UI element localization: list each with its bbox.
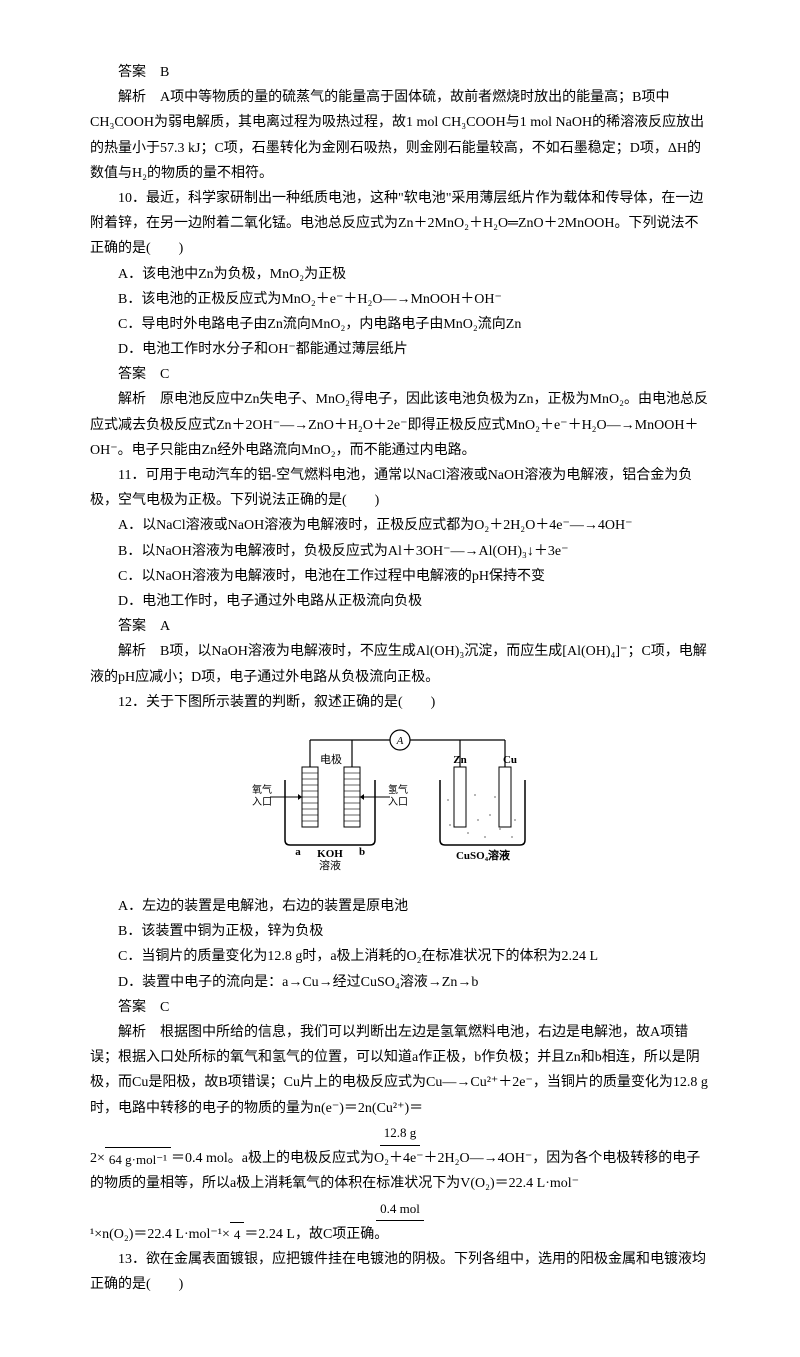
q10-optC: C．导电时外电路电子由Zn流向MnO₂，内电路电子由MnO₂流向Zn xyxy=(90,312,710,337)
svg-text:氢气: 氢气 xyxy=(388,783,408,796)
q12-frac2: 0.4 mol xyxy=(90,1196,710,1221)
q12-optC: C．当铜片的质量变化为12.8 g时，a极上消耗的O₂在标准状况下的体积为2.2… xyxy=(90,944,710,969)
q10-optD: D．电池工作时水分子和OH⁻都能通过薄层纸片 xyxy=(90,337,710,362)
svg-text:Zn: Zn xyxy=(453,754,466,766)
q10-answer: 答案 C xyxy=(90,362,710,387)
q11-analysis: 解析 B项，以NaOH溶液为电解液时，不应生成Al(OH)₃沉淀，而应生成[Al… xyxy=(90,639,710,689)
q12-frac1: 12.8 g xyxy=(90,1121,710,1146)
svg-text:氧气: 氧气 xyxy=(252,783,272,796)
q11-optB: B．以NaOH溶液为电解液时，负极反应式为Al＋3OH⁻―→Al(OH)₃↓＋3… xyxy=(90,539,710,564)
svg-text:入口: 入口 xyxy=(388,797,408,808)
q12-optD: D．装置中电子的流向是：a→Cu→经过CuSO₄溶液→Zn→b xyxy=(90,970,710,995)
svg-text:CuSO₄溶液: CuSO₄溶液 xyxy=(456,848,511,862)
q12-answer: 答案 C xyxy=(90,995,710,1020)
q10-optA: A．该电池中Zn为负极，MnO₂为正极 xyxy=(90,262,710,287)
q12-analysis-p1: 解析 根据图中所给的信息，我们可以判断出左边是氢氧燃料电池，右边是电解池，故A项… xyxy=(90,1020,710,1121)
q10-optB: B．该电池的正极反应式为MnO₂＋e⁻＋H₂O―→MnOOH＋OH⁻ xyxy=(90,287,710,312)
q12-optB: B．该装置中铜为正极，锌为负极 xyxy=(90,919,710,944)
q12-optA: A．左边的装置是电解池，右边的装置是原电池 xyxy=(90,894,710,919)
q12-analysis-p2: 2×64 g·mol⁻¹＝0.4 mol。a极上的电极反应式为O₂＋4e⁻＋2H… xyxy=(90,1146,710,1196)
q9-analysis: 解析 A项中等物质的量的硫蒸气的能量高于固体硫，故前者燃烧时放出的能量高；B项中… xyxy=(90,85,710,186)
svg-text:a: a xyxy=(295,846,301,858)
q11-optC: C．以NaOH溶液为电解液时，电池在工作过程中电解液的pH保持不变 xyxy=(90,564,710,589)
q10-analysis: 解析 原电池反应中Zn失电子、MnO₂得电子，因此该电池负极为Zn，正极为MnO… xyxy=(90,387,710,463)
q10-stem: 10．最近，科学家研制出一种纸质电池，这种"软电池"采用薄层纸片作为载体和传导体… xyxy=(90,186,710,262)
q11-stem: 11．可用于电动汽车的铝-空气燃料电池，通常以NaCl溶液或NaOH溶液为电解液… xyxy=(90,463,710,513)
svg-text:A: A xyxy=(396,735,404,747)
q12-stem: 12．关于下图所示装置的判断，叙述正确的是( ) xyxy=(90,690,710,715)
q11-answer: 答案 A xyxy=(90,614,710,639)
svg-text:溶液: 溶液 xyxy=(319,858,341,872)
q9-answer: 答案 B xyxy=(90,60,710,85)
q12-diagram: A 电极 氧气 入口 氢气 入口 a b KOH 溶液 xyxy=(90,725,710,884)
svg-text:入口: 入口 xyxy=(252,797,272,808)
q12-analysis-p3: ¹×n(O₂)＝22.4 L·mol⁻¹×4＝2.24 L，故C项正确。 xyxy=(90,1222,710,1247)
q11-optD: D．电池工作时，电子通过外电路从正极流向负极 xyxy=(90,589,710,614)
svg-text:b: b xyxy=(359,846,365,858)
q11-optA: A．以NaCl溶液或NaOH溶液为电解液时，正极反应式都为O₂＋2H₂O＋4e⁻… xyxy=(90,513,710,538)
svg-text:电极: 电极 xyxy=(320,752,342,766)
svg-text:Cu: Cu xyxy=(503,754,517,766)
svg-text:KOH: KOH xyxy=(317,848,343,860)
q13-stem: 13．欲在金属表面镀银，应把镀件挂在电镀池的阴极。下列各组中，选用的阳极金属和电… xyxy=(90,1247,710,1297)
